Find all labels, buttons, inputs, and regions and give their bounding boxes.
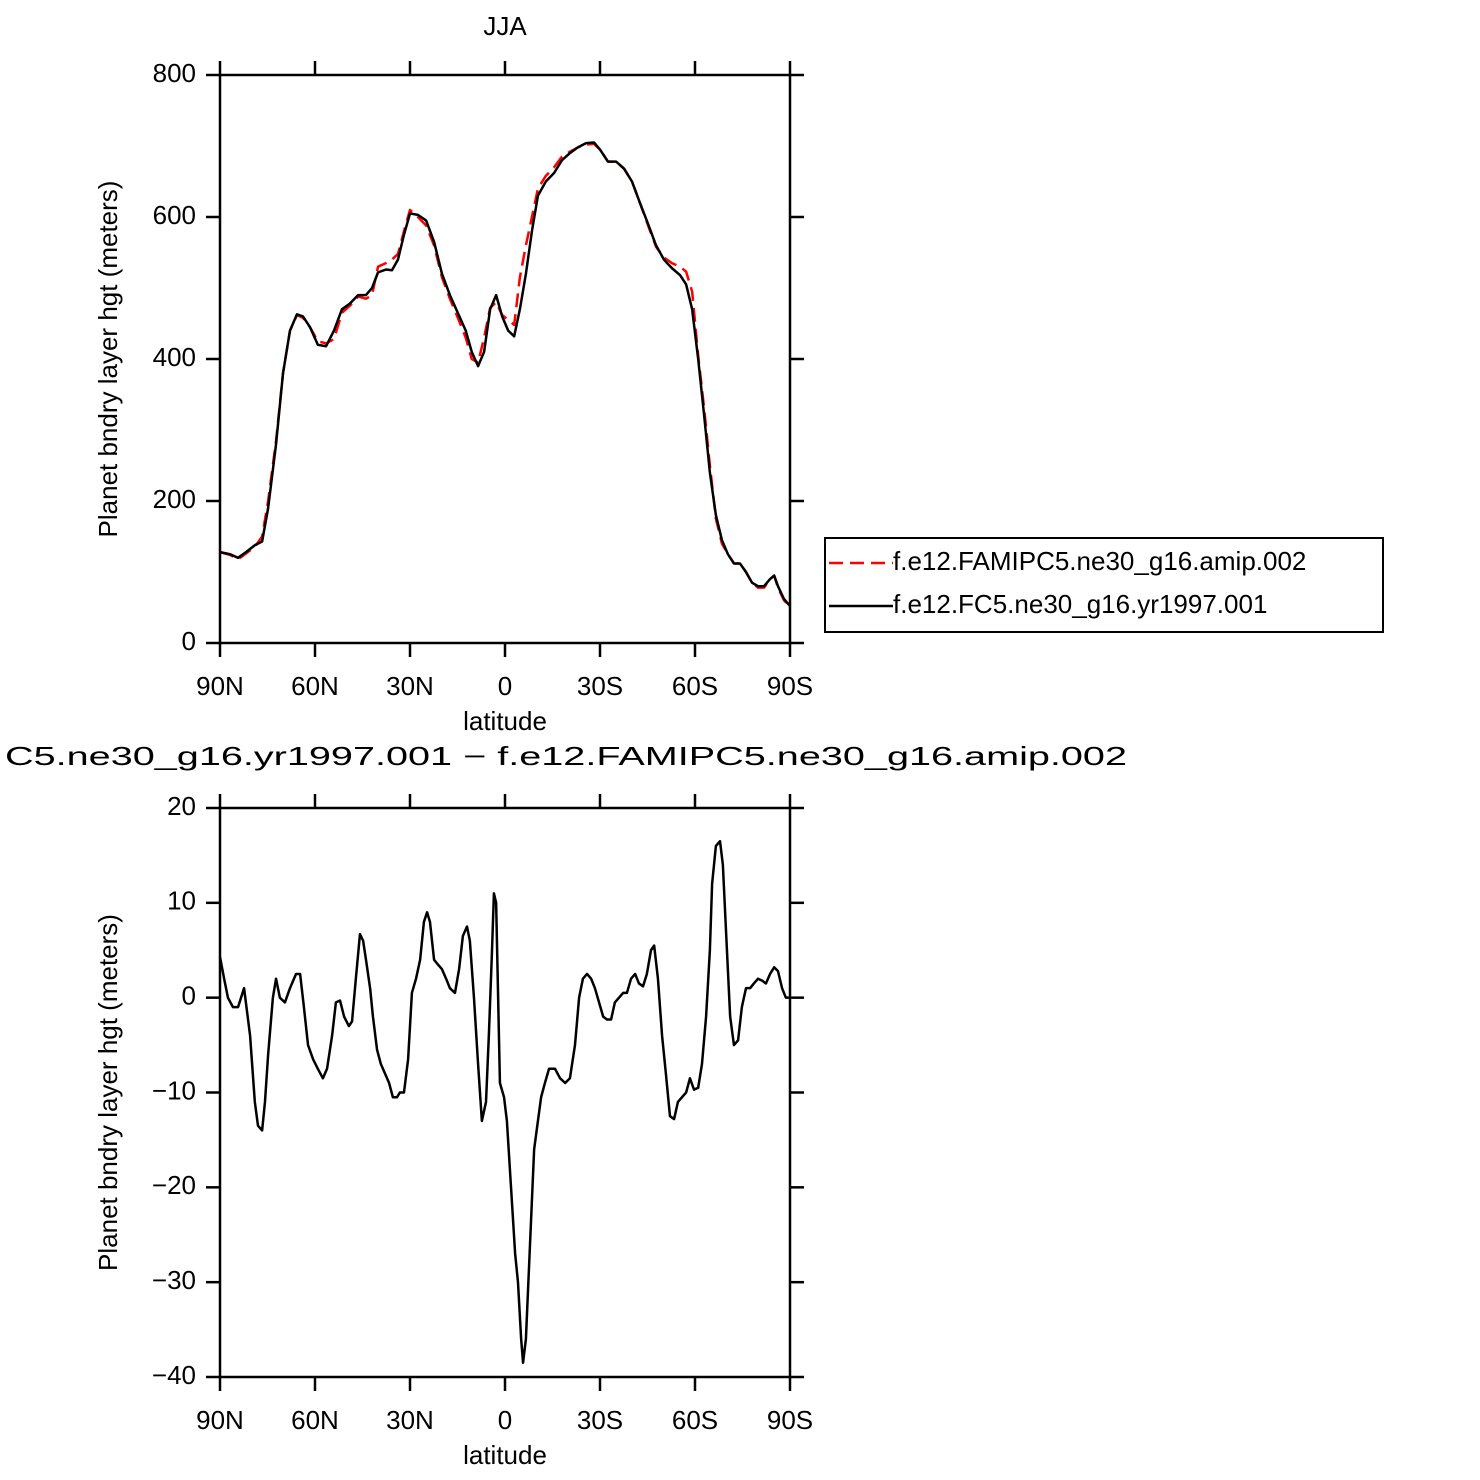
y-tick-label: −20 [152,1170,196,1200]
chart-panel: C5.ne30_g16.yr1997.001 − f.e12.FAMIPC5.n… [5,741,1127,1470]
chart-title: JJA [483,11,527,41]
y-tick-label: 400 [153,342,196,372]
chart-panel: JJA 0 200 400 600 800 90N 60N 30N 0 30S 60S 90S latit… [93,11,1384,736]
x-tick-label: 30N [386,1405,434,1435]
y-tick-label: 800 [153,58,196,88]
x-tick-label: 90S [767,671,813,701]
legend-box [824,537,1384,633]
y-tick-label: −10 [152,1075,196,1105]
y-axis-label: Planet bndry layer hgt (meters) [93,181,123,538]
x-axis-label: latitude [463,1440,547,1470]
x-tick-label: 90N [196,671,244,701]
y-tick-label: 0 [182,626,196,656]
x-tick-label: 60N [291,671,339,701]
x-axis-label: latitude [463,706,547,736]
chart-title: C5.ne30_g16.yr1997.001 − f.e12.FAMIPC5.n… [5,741,1127,771]
plot-frame [218,73,792,645]
x-tick-label: 0 [498,1405,512,1435]
data-line [219,142,791,607]
y-tick-label: 200 [153,484,196,514]
legend-label: f.e12.FAMIPC5.ne30_g16.amip.002 [893,546,1306,576]
x-tick-label: 60S [672,1405,718,1435]
data-line [219,141,791,607]
x-tick-label: 60S [672,671,718,701]
x-tick-label: 30N [386,671,434,701]
x-tick-label: 90S [767,1405,813,1435]
x-tick-label: 0 [498,671,512,701]
data-line [218,839,790,1365]
y-axis-label: Planet bndry layer hgt (meters) [93,914,123,1271]
plot-frame [218,806,792,1379]
y-tick-label: −30 [152,1265,196,1295]
y-tick-label: 600 [153,200,196,230]
x-tick-label: 30S [577,1405,623,1435]
legend-label: f.e12.FC5.ne30_g16.yr1997.001 [893,589,1267,619]
x-tick-label: 30S [577,671,623,701]
y-tick-label: 10 [167,886,196,916]
x-tick-label: 60N [291,1405,339,1435]
y-tick-label: −40 [152,1360,196,1390]
y-tick-label: 0 [182,981,196,1011]
x-tick-label: 90N [196,1405,244,1435]
y-tick-label: 20 [167,791,196,821]
